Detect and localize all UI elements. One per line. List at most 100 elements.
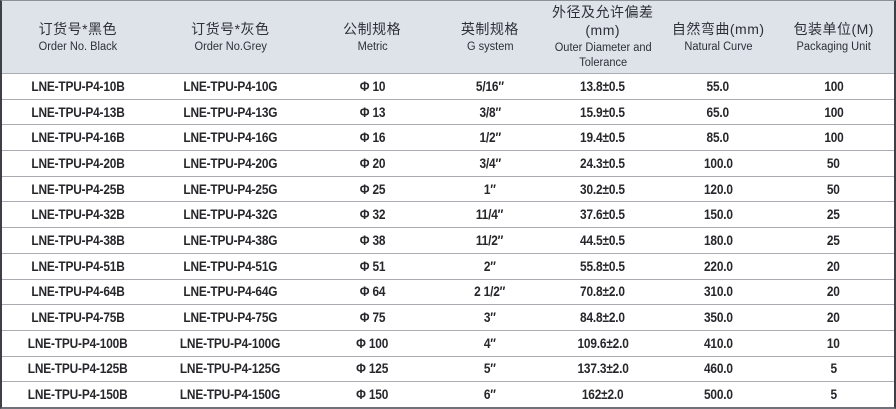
cell-value: Φ 32 bbox=[359, 207, 385, 223]
cell-order_black: LNE-TPU-P4-100B bbox=[2, 331, 154, 356]
cell-order_black: LNE-TPU-P4-51B bbox=[2, 254, 154, 279]
cell-value: 55.8±0.5 bbox=[580, 258, 626, 274]
cell-value: 109.6±2.0 bbox=[577, 335, 629, 351]
cell-outer_diameter: 44.5±0.5 bbox=[543, 228, 663, 253]
cell-value: LNE-TPU-P4-100G bbox=[180, 335, 281, 351]
cell-outer_diameter: 162±2.0 bbox=[543, 382, 663, 407]
cell-packaging_unit: 25 bbox=[774, 202, 894, 227]
cell-value: Φ 20 bbox=[359, 155, 385, 171]
table-row: LNE-TPU-P4-100B LNE-TPU-P4-100G Φ 100 4″ 109… bbox=[2, 329, 894, 356]
column-header-label-en: Natural Curve bbox=[684, 40, 753, 53]
cell-value: 100.0 bbox=[703, 155, 733, 171]
cell-order_grey: LNE-TPU-P4-25G bbox=[154, 177, 307, 202]
cell-value: LNE-TPU-P4-100B bbox=[27, 335, 128, 351]
cell-order_black: LNE-TPU-P4-125B bbox=[2, 357, 154, 382]
column-header-label-en: Order No. Black bbox=[38, 40, 118, 53]
cell-value: LNE-TPU-P4-38B bbox=[31, 232, 125, 248]
cell-value: 65.0 bbox=[706, 104, 730, 120]
cell-g_system: 3/4″ bbox=[437, 151, 542, 176]
cell-value: 25 bbox=[827, 232, 841, 248]
cell-order_black: LNE-TPU-P4-25B bbox=[2, 177, 154, 202]
cell-g_system: 4″ bbox=[437, 331, 542, 356]
cell-value: LNE-TPU-P4-25G bbox=[183, 181, 278, 197]
cell-value: 30.2±0.5 bbox=[580, 181, 626, 197]
column-header-label-zh: 订货号*黑色 bbox=[38, 20, 118, 37]
column-header-label-zh: 订货号*灰色 bbox=[191, 20, 270, 37]
cell-value: LNE-TPU-P4-51B bbox=[31, 258, 125, 274]
cell-value: Φ 13 bbox=[359, 104, 385, 120]
cell-order_black: LNE-TPU-P4-38B bbox=[2, 228, 154, 253]
column-header-packaging-unit: 包装单位(M) Packaging Unit bbox=[774, 1, 894, 73]
cell-value: 180.0 bbox=[703, 232, 733, 248]
cell-order_black: LNE-TPU-P4-150B bbox=[2, 382, 154, 407]
cell-packaging_unit: 5 bbox=[774, 382, 894, 407]
cell-outer_diameter: 30.2±0.5 bbox=[543, 177, 663, 202]
cell-value: 310.0 bbox=[703, 284, 733, 300]
cell-value: 5/16″ bbox=[475, 78, 504, 94]
cell-order_black: LNE-TPU-P4-13B bbox=[2, 100, 154, 125]
column-header-order-no-grey: 订货号*灰色 Order No.Grey bbox=[154, 1, 307, 73]
column-header-label-en: Outer Diameter and Tolerance bbox=[554, 42, 652, 69]
cell-outer_diameter: 84.8±2.0 bbox=[543, 305, 663, 330]
cell-value: LNE-TPU-P4-25B bbox=[31, 181, 125, 197]
cell-value: 100 bbox=[824, 78, 844, 94]
cell-order_grey: LNE-TPU-P4-125G bbox=[154, 357, 307, 382]
cell-value: LNE-TPU-P4-75B bbox=[31, 310, 125, 326]
cell-outer_diameter: 19.4±0.5 bbox=[543, 125, 663, 150]
cell-metric: Φ 32 bbox=[307, 202, 437, 227]
cell-metric: Φ 10 bbox=[307, 74, 437, 99]
cell-order_black: LNE-TPU-P4-64B bbox=[2, 280, 154, 305]
cell-value: 20 bbox=[827, 284, 841, 300]
cell-value: 19.4±0.5 bbox=[580, 130, 626, 146]
cell-metric: Φ 100 bbox=[307, 331, 437, 356]
cell-value: 162±2.0 bbox=[581, 387, 624, 403]
cell-metric: Φ 16 bbox=[307, 125, 437, 150]
cell-value: 5 bbox=[830, 361, 838, 377]
cell-value: 220.0 bbox=[703, 258, 733, 274]
cell-value: 460.0 bbox=[703, 361, 733, 377]
table-row: LNE-TPU-P4-16B LNE-TPU-P4-16G Φ 16 1/2″ 19.4… bbox=[2, 124, 894, 151]
cell-g_system: 11/2″ bbox=[437, 228, 542, 253]
cell-value: 50 bbox=[827, 181, 841, 197]
cell-value: 137.3±2.0 bbox=[577, 361, 629, 377]
cell-outer_diameter: 37.6±0.5 bbox=[543, 202, 663, 227]
cell-outer_diameter: 55.8±0.5 bbox=[543, 254, 663, 279]
cell-packaging_unit: 10 bbox=[774, 331, 894, 356]
table-header-row: 订货号*黑色 Order No. Black 订货号*灰色 Order No.G… bbox=[2, 1, 894, 73]
column-header-label-zh: 公制规格 bbox=[343, 20, 402, 37]
cell-order_black: LNE-TPU-P4-16B bbox=[2, 125, 154, 150]
cell-metric: Φ 20 bbox=[307, 151, 437, 176]
cell-order_grey: LNE-TPU-P4-16G bbox=[154, 125, 307, 150]
table-row: LNE-TPU-P4-75B LNE-TPU-P4-75G Φ 75 3″ 84.8±2… bbox=[2, 304, 894, 330]
cell-natural_curve: 100.0 bbox=[663, 151, 774, 176]
cell-metric: Φ 25 bbox=[307, 177, 437, 202]
table-row: LNE-TPU-P4-13B LNE-TPU-P4-13G Φ 13 3/8″ 15.9… bbox=[2, 98, 894, 125]
cell-value: Φ 125 bbox=[356, 361, 389, 377]
table-row: LNE-TPU-P4-125B LNE-TPU-P4-125G Φ 125 5″ 137… bbox=[2, 355, 894, 382]
table-row: LNE-TPU-P4-20B LNE-TPU-P4-20G Φ 20 3/4″ 24.3… bbox=[2, 150, 894, 176]
cell-g_system: 2″ bbox=[437, 254, 542, 279]
cell-natural_curve: 310.0 bbox=[663, 280, 774, 305]
column-header-metric: 公制规格 Metric bbox=[307, 1, 437, 73]
cell-value: LNE-TPU-P4-16B bbox=[31, 130, 125, 146]
cell-order_black: LNE-TPU-P4-20B bbox=[2, 151, 154, 176]
column-header-label-en: G system bbox=[466, 40, 514, 53]
cell-value: LNE-TPU-P4-150G bbox=[180, 387, 281, 403]
cell-packaging_unit: 50 bbox=[774, 177, 894, 202]
cell-value: 44.5±0.5 bbox=[580, 232, 626, 248]
cell-value: Φ 25 bbox=[359, 181, 385, 197]
cell-outer_diameter: 109.6±2.0 bbox=[543, 331, 663, 356]
column-header-order-no-black: 订货号*黑色 Order No. Black bbox=[2, 1, 154, 73]
cell-metric: Φ 13 bbox=[307, 100, 437, 125]
cell-value: 2 1/2″ bbox=[474, 284, 506, 300]
cell-value: 24.3±0.5 bbox=[580, 155, 626, 171]
cell-value: LNE-TPU-P4-75G bbox=[183, 310, 278, 326]
cell-packaging_unit: 20 bbox=[774, 280, 894, 305]
cell-value: 70.8±2.0 bbox=[580, 284, 626, 300]
table-row: LNE-TPU-P4-64B LNE-TPU-P4-64G Φ 64 2 1/2″ 70… bbox=[2, 278, 894, 305]
cell-value: 350.0 bbox=[703, 310, 733, 326]
cell-value: 20 bbox=[827, 258, 841, 274]
table-row: LNE-TPU-P4-10B LNE-TPU-P4-10G Φ 10 5/16″ 13.… bbox=[2, 73, 894, 99]
cell-value: LNE-TPU-P4-64B bbox=[31, 284, 125, 300]
cell-value: LNE-TPU-P4-20B bbox=[31, 155, 125, 171]
